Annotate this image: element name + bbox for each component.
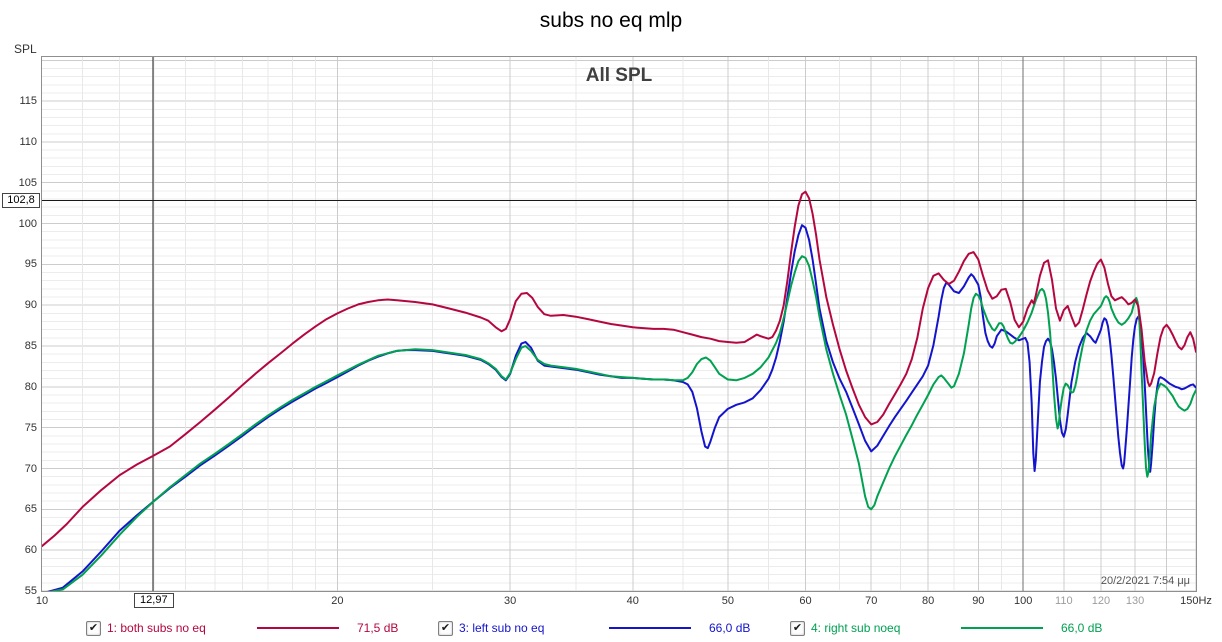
- x-tick-label: 10: [35, 595, 49, 607]
- x-tick-label: 70: [865, 595, 878, 607]
- page-title: subs no eq mlp: [539, 9, 683, 32]
- x-tick-label: 30: [504, 595, 517, 607]
- y-tick-label: 60: [24, 544, 37, 557]
- trace-right-sub-noeq: [49, 255, 1196, 591]
- checkmark-icon: ✔: [440, 621, 451, 634]
- trace-color-swatch: [609, 627, 691, 629]
- legend-item: ✔ 1: both subs no eq 71,5 dB: [86, 618, 398, 638]
- y-tick-label: 110: [19, 135, 37, 148]
- trace-visibility-checkbox[interactable]: ✔: [438, 620, 453, 636]
- y-tick-label: 115: [19, 95, 37, 108]
- trace-color-swatch: [257, 627, 339, 629]
- trace-cursor-value: 66,0 dB: [1061, 621, 1103, 635]
- x-tick-label: 50: [721, 595, 734, 607]
- y-axis-title: SPL: [14, 42, 37, 56]
- x-tick-label: 120: [1091, 595, 1111, 607]
- y-tick-label: 90: [24, 299, 37, 312]
- trace-label[interactable]: 3: left sub no eq: [459, 621, 545, 635]
- trace-cursor-value: 66,0 dB: [709, 621, 751, 635]
- chart-title: All SPL: [585, 65, 653, 86]
- spl-graph-canvas[interactable]: [42, 57, 1196, 591]
- trace-visibility-checkbox[interactable]: ✔: [86, 620, 101, 636]
- y-tick-label: 70: [24, 462, 37, 475]
- x-tick-label: 40: [626, 595, 639, 607]
- plot-area[interactable]: All SPL 20/2/2021 7:54 μμ: [41, 56, 1197, 592]
- legend-item: ✔ 3: left sub no eq 66,0 dB: [438, 618, 750, 638]
- y-tick-label: 75: [24, 421, 37, 434]
- measurement-timestamp: 20/2/2021 7:54 μμ: [1100, 575, 1190, 587]
- trace-color-swatch: [961, 627, 1043, 629]
- trace-label[interactable]: 4: right sub noeq: [811, 621, 901, 635]
- x-tick-label: 100: [1014, 595, 1033, 607]
- x-tick-label: 130: [1125, 595, 1145, 607]
- checkmark-icon: ✔: [88, 621, 99, 634]
- y-tick-label: 55: [24, 585, 37, 597]
- x-tick-label: 20: [331, 595, 344, 607]
- y-tick-label: 80: [24, 380, 37, 393]
- trace-label[interactable]: 1: both subs no eq: [107, 621, 206, 635]
- y-tick-label: 85: [24, 340, 37, 353]
- y-tick-label: 65: [24, 503, 37, 516]
- x-tick-label: 90: [972, 595, 985, 607]
- cursor-freq-readout: 12,97: [133, 593, 174, 608]
- trace-legend: ✔ 1: both subs no eq 71,5 dB ✔ 3: left s…: [0, 618, 1222, 640]
- trace-both-subs-no-eq: [42, 190, 1196, 548]
- x-tick-label: 80: [922, 595, 935, 607]
- trace-cursor-value: 71,5 dB: [357, 621, 399, 635]
- y-tick-label: 105: [18, 176, 37, 189]
- y-tick-label: 95: [24, 258, 37, 271]
- y-tick-label: 100: [18, 217, 37, 230]
- legend-item: ✔ 4: right sub noeq 66,0 dB: [790, 618, 1102, 638]
- cursor-spl-readout: 102,8: [2, 192, 40, 208]
- trace-visibility-checkbox[interactable]: ✔: [790, 620, 805, 636]
- checkmark-icon: ✔: [792, 621, 803, 634]
- x-tick-label: 60: [799, 595, 812, 607]
- x-tick-label: 110: [1055, 595, 1073, 607]
- x-tick-label: 150Hz: [1180, 595, 1212, 607]
